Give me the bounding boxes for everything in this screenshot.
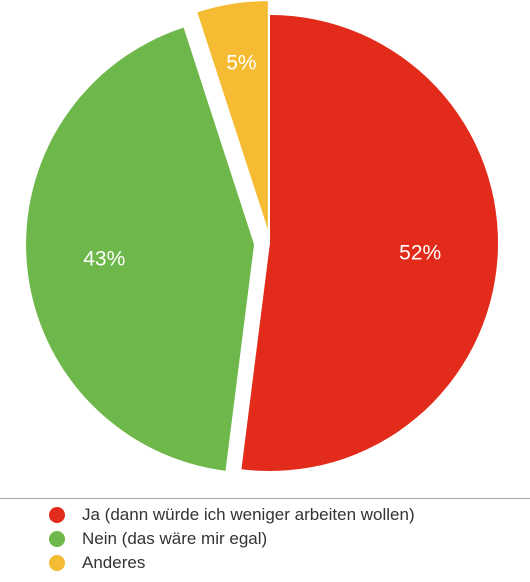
legend-marker-ja [49, 507, 65, 523]
legend-label-ja: Ja (dann würde ich weniger arbeiten woll… [82, 505, 415, 524]
pie-slice-ja [241, 15, 498, 471]
slice-label-ja: 52% [399, 241, 441, 264]
legend-item-ja: Ja (dann würde ich weniger arbeiten woll… [0, 503, 530, 527]
slice-label-nein: 43% [83, 248, 125, 271]
legend-marker-nein [49, 531, 65, 547]
legend-item-nein: Nein (das wäre mir egal) [0, 527, 530, 551]
slice-label-anderes: 5% [226, 52, 256, 75]
pie-slice-nein [26, 27, 255, 471]
legend-label-anderes: Anderes [82, 553, 146, 572]
legend: Ja (dann würde ich weniger arbeiten woll… [0, 498, 530, 582]
legend-item-anderes: Anderes [0, 551, 530, 575]
legend-marker-anderes [49, 555, 65, 571]
pie-slice-anderes [197, 1, 268, 230]
legend-label-nein: Nein (das wäre mir egal) [82, 529, 268, 548]
pie-chart: 52% 43% 5% [26, 1, 498, 471]
